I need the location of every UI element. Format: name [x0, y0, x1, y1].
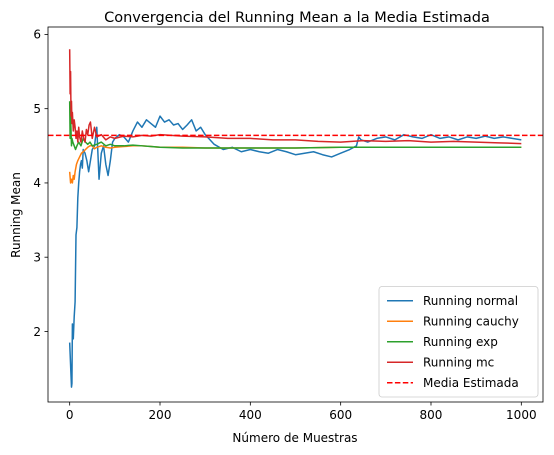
y-tick-label: 5 [33, 102, 41, 116]
legend-box [378, 286, 539, 398]
series-line-3 [68, 49, 522, 145]
series-line-0 [68, 115, 522, 388]
y-tick-label: 6 [33, 28, 41, 42]
x-axis-label: Número de Muestras [232, 431, 357, 445]
legend-label-4: Media Estimada [423, 376, 519, 390]
legend-label-0: Running normal [423, 294, 518, 308]
y-tick-label: 2 [33, 325, 41, 339]
x-tick-label: 1000 [506, 408, 537, 422]
chart-title: Convergencia del Running Mean a la Media… [104, 10, 490, 26]
x-tick-label: 800 [420, 408, 443, 422]
series-line-2 [68, 101, 522, 151]
legend-label-1: Running cauchy [423, 315, 519, 329]
legend-label-2: Running exp [423, 335, 498, 349]
legend: Running normal Running cauchy Running exp R… [378, 286, 539, 398]
plot-frame [47, 26, 544, 403]
plot-area [48, 49, 543, 388]
y-axis-label: Running Mean [9, 172, 23, 258]
x-tick-label: 0 [66, 408, 74, 422]
x-tick-label: 200 [149, 408, 172, 422]
legend-label-3: Running mc [423, 356, 494, 370]
x-tick-label: 400 [239, 408, 262, 422]
y-tick-label: 4 [33, 176, 41, 190]
x-axis: 0 200 400 600 800 1000 [66, 402, 537, 422]
x-tick-label: 600 [329, 408, 352, 422]
y-axis: 2 3 4 5 6 [33, 28, 48, 339]
y-tick-label: 3 [33, 250, 41, 264]
